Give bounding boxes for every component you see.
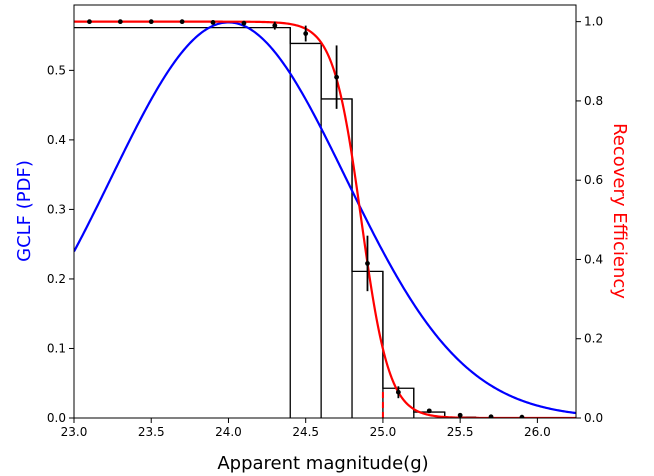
y-left-tick-label: 0.0 xyxy=(47,411,66,425)
gclf-curve xyxy=(74,21,576,415)
y-left-tick-label: 0.2 xyxy=(47,272,66,286)
axes: 23.0 23.5 24.0 24.5 25.0 25.5 26.0 0.0 0.1 0.2 0.3… xyxy=(47,4,603,439)
x-tick-label: 23.0 xyxy=(61,425,88,439)
data-point xyxy=(365,261,370,266)
y-left-tick-label: 0.3 xyxy=(47,202,66,216)
y-right-tick-label: 0.0 xyxy=(584,411,603,425)
data-point xyxy=(395,389,401,395)
x-tick-label: 23.5 xyxy=(138,425,165,439)
recovery-fit-curve xyxy=(74,20,576,418)
y-right-tick-label: 1.0 xyxy=(584,15,603,29)
plot-series xyxy=(74,19,576,418)
y-right-tick-label: 0.8 xyxy=(584,94,603,108)
y-axis-left-label: GCLF (PDF) xyxy=(14,160,35,262)
data-point xyxy=(272,23,278,29)
x-tick-label: 24.0 xyxy=(215,425,242,439)
x-tick-label: 26.0 xyxy=(524,425,551,439)
data-point xyxy=(210,20,216,25)
data-point xyxy=(457,412,463,418)
data-point xyxy=(334,74,339,80)
x-axis-label: Apparent magnitude(g) xyxy=(217,453,428,474)
data-point xyxy=(519,414,525,418)
x-tick-label: 25.5 xyxy=(447,425,474,439)
data-point xyxy=(117,19,123,25)
x-tick-label: 25.0 xyxy=(370,425,397,439)
data-point xyxy=(241,20,247,26)
data-point xyxy=(488,414,494,418)
plot-frame xyxy=(73,4,577,419)
data-point xyxy=(179,19,185,25)
data-point xyxy=(148,19,154,25)
y-right-tick-label: 0.4 xyxy=(584,252,603,266)
y-right-tick-label: 0.2 xyxy=(584,332,603,346)
histogram-steps xyxy=(74,26,477,418)
data-point xyxy=(87,19,92,25)
data-point xyxy=(303,31,309,36)
y-axis-right-label: Recovery Efficiency xyxy=(609,123,630,299)
data-point xyxy=(426,408,432,414)
y-left-tick-label: 0.5 xyxy=(47,63,66,77)
y-left-tick-label: 0.4 xyxy=(47,133,66,147)
plot-area xyxy=(74,19,576,418)
x-tick-label: 24.5 xyxy=(292,425,319,439)
y-left-tick-label: 0.1 xyxy=(47,341,66,355)
y-right-tick-label: 0.6 xyxy=(584,173,603,187)
